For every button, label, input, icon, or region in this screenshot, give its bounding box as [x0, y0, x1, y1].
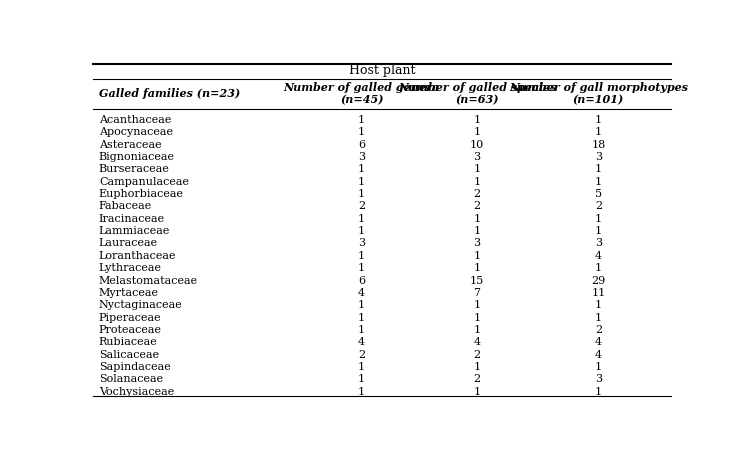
Text: 1: 1 [358, 177, 365, 187]
Text: 1: 1 [595, 263, 602, 273]
Text: 4: 4 [474, 337, 481, 347]
Text: Loranthaceae: Loranthaceae [99, 251, 177, 261]
Text: 3: 3 [358, 238, 365, 248]
Text: 1: 1 [358, 387, 365, 397]
Text: 18: 18 [592, 140, 606, 150]
Text: 1: 1 [595, 164, 602, 174]
Text: 3: 3 [474, 238, 481, 248]
Text: Burseraceae: Burseraceae [99, 164, 170, 174]
Text: 1: 1 [358, 263, 365, 273]
Text: 1: 1 [358, 214, 365, 224]
Text: Vochysiaceae: Vochysiaceae [99, 387, 174, 397]
Text: 4: 4 [595, 337, 602, 347]
Text: 1: 1 [474, 387, 481, 397]
Text: 4: 4 [595, 251, 602, 261]
Text: 15: 15 [470, 276, 484, 286]
Text: 1: 1 [358, 374, 365, 384]
Text: Number of gall morphotypes
(n=101): Number of gall morphotypes (n=101) [509, 82, 688, 106]
Text: 1: 1 [595, 115, 602, 125]
Text: 2: 2 [474, 202, 481, 212]
Text: 1: 1 [474, 251, 481, 261]
Text: 5: 5 [595, 189, 602, 199]
Text: 10: 10 [470, 140, 484, 150]
Text: 1: 1 [474, 177, 481, 187]
Text: Proteaceae: Proteaceae [99, 325, 162, 335]
Text: 3: 3 [595, 238, 602, 248]
Text: 7: 7 [474, 288, 481, 298]
Text: 1: 1 [474, 263, 481, 273]
Text: 2: 2 [595, 325, 602, 335]
Text: 3: 3 [474, 152, 481, 162]
Text: Lauraceae: Lauraceae [99, 238, 158, 248]
Text: 2: 2 [595, 202, 602, 212]
Text: 1: 1 [595, 362, 602, 372]
Text: 1: 1 [358, 325, 365, 335]
Text: Asteraceae: Asteraceae [99, 140, 162, 150]
Text: 1: 1 [595, 387, 602, 397]
Text: 4: 4 [358, 288, 365, 298]
Text: 2: 2 [358, 350, 365, 360]
Text: Number of galled species
(n=63): Number of galled species (n=63) [398, 82, 557, 106]
Text: 3: 3 [358, 152, 365, 162]
Text: 4: 4 [358, 337, 365, 347]
Text: 6: 6 [358, 276, 365, 286]
Text: 1: 1 [358, 300, 365, 310]
Text: 1: 1 [595, 214, 602, 224]
Text: Number of galled genera
(n=45): Number of galled genera (n=45) [284, 82, 440, 106]
Text: Myrtaceae: Myrtaceae [99, 288, 159, 298]
Text: 4: 4 [595, 350, 602, 360]
Text: 1: 1 [474, 115, 481, 125]
Text: 2: 2 [358, 202, 365, 212]
Text: 1: 1 [474, 325, 481, 335]
Text: 6: 6 [358, 140, 365, 150]
Text: Solanaceae: Solanaceae [99, 374, 163, 384]
Text: 1: 1 [595, 128, 602, 138]
Text: 1: 1 [595, 177, 602, 187]
Text: 1: 1 [474, 312, 481, 322]
Text: 1: 1 [358, 115, 365, 125]
Text: 3: 3 [595, 152, 602, 162]
Text: 1: 1 [474, 300, 481, 310]
Text: Iracinaceae: Iracinaceae [99, 214, 165, 224]
Text: 1: 1 [358, 128, 365, 138]
Text: 1: 1 [595, 226, 602, 236]
Text: 11: 11 [592, 288, 606, 298]
Text: 3: 3 [595, 374, 602, 384]
Text: 1: 1 [358, 189, 365, 199]
Text: 1: 1 [474, 214, 481, 224]
Text: 29: 29 [592, 276, 606, 286]
Text: 1: 1 [358, 312, 365, 322]
Text: 1: 1 [358, 164, 365, 174]
Text: 1: 1 [474, 362, 481, 372]
Text: Salicaceae: Salicaceae [99, 350, 159, 360]
Text: 1: 1 [474, 226, 481, 236]
Text: Lythraceae: Lythraceae [99, 263, 162, 273]
Text: Apocynaceae: Apocynaceae [99, 128, 173, 138]
Text: Rubiaceae: Rubiaceae [99, 337, 158, 347]
Text: 1: 1 [358, 226, 365, 236]
Text: 1: 1 [474, 128, 481, 138]
Text: Bignoniaceae: Bignoniaceae [99, 152, 175, 162]
Text: Acanthaceae: Acanthaceae [99, 115, 171, 125]
Text: 1: 1 [595, 312, 602, 322]
Text: 1: 1 [358, 251, 365, 261]
Text: 1: 1 [474, 164, 481, 174]
Text: Campanulaceae: Campanulaceae [99, 177, 189, 187]
Text: 2: 2 [474, 350, 481, 360]
Text: Piperaceae: Piperaceae [99, 312, 162, 322]
Text: 1: 1 [358, 362, 365, 372]
Text: Host plant: Host plant [349, 64, 415, 77]
Text: 2: 2 [474, 189, 481, 199]
Text: Nyctaginaceae: Nyctaginaceae [99, 300, 183, 310]
Text: Sapindaceae: Sapindaceae [99, 362, 171, 372]
Text: Euphorbiaceae: Euphorbiaceae [99, 189, 184, 199]
Text: 1: 1 [595, 300, 602, 310]
Text: Melastomataceae: Melastomataceae [99, 276, 198, 286]
Text: Fabaceae: Fabaceae [99, 202, 152, 212]
Text: 2: 2 [474, 374, 481, 384]
Text: Lammiaceae: Lammiaceae [99, 226, 171, 236]
Text: Galled families (n=23): Galled families (n=23) [99, 89, 240, 99]
